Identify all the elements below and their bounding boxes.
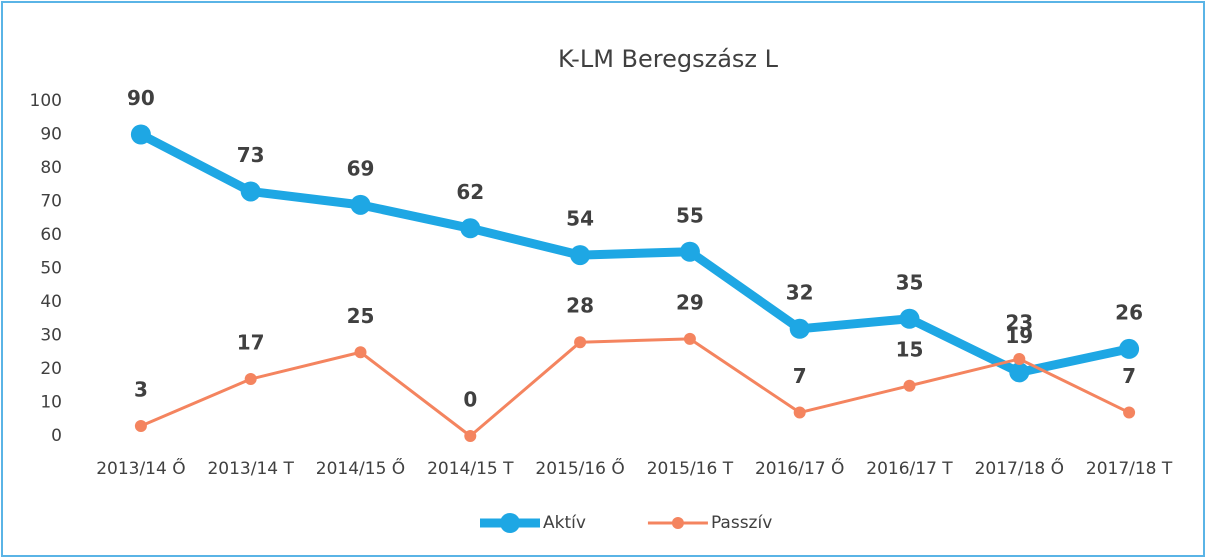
y-tick-label: 40	[40, 292, 62, 312]
y-tick-label: 50	[40, 259, 62, 279]
legend-marker	[500, 513, 520, 533]
data-label: 7	[793, 364, 807, 388]
point	[350, 194, 371, 215]
point	[1119, 338, 1140, 359]
legend-label: Passzív	[711, 513, 772, 533]
series-line	[138, 130, 1131, 377]
series-line	[140, 337, 1130, 438]
y-tick-label: 0	[51, 426, 62, 446]
point	[130, 124, 151, 145]
y-tick-label: 30	[40, 326, 62, 346]
legend-label: Aktív	[543, 513, 586, 533]
data-label: 90	[127, 86, 155, 110]
data-label: 62	[456, 180, 484, 204]
point	[793, 406, 806, 419]
point	[1013, 352, 1026, 365]
data-label: 23	[1005, 310, 1033, 334]
data-label: 15	[896, 337, 924, 361]
point	[789, 318, 810, 339]
x-tick-label: 2016/17 T	[866, 459, 953, 479]
point	[354, 346, 367, 359]
y-tick-label: 80	[40, 158, 62, 178]
data-label: 3	[134, 377, 148, 401]
x-tick-label: 2016/17 Ő	[755, 457, 844, 479]
point	[1123, 406, 1136, 419]
data-label: 73	[237, 143, 265, 167]
point	[134, 419, 147, 432]
point	[903, 379, 916, 392]
data-label: 17	[237, 331, 265, 355]
x-tick-label: 2013/14 Ő	[96, 457, 185, 479]
x-tick-label: 2014/15 Ő	[316, 457, 405, 479]
x-tick-label: 2013/14 T	[207, 459, 294, 479]
point	[683, 332, 696, 345]
data-label: 29	[676, 290, 704, 314]
point	[1009, 362, 1030, 383]
chart-title: K-LM Beregszász L	[558, 45, 779, 73]
y-tick-label: 20	[40, 359, 62, 379]
data-label: 69	[347, 156, 375, 180]
y-tick-label: 70	[40, 192, 62, 212]
y-tick-label: 90	[40, 125, 62, 145]
data-label: 32	[786, 280, 814, 304]
data-label: 19	[1005, 324, 1033, 348]
point	[899, 308, 920, 329]
data-label: 54	[566, 207, 594, 231]
x-tick-label: 2014/15 T	[427, 459, 514, 479]
data-label: 28	[566, 294, 594, 318]
point	[464, 430, 477, 442]
point	[244, 373, 257, 386]
data-label: 55	[676, 203, 704, 227]
data-label: 0	[463, 388, 477, 412]
x-tick-label: 2017/18 T	[1086, 459, 1173, 479]
point	[460, 218, 481, 239]
data-label: 26	[1115, 300, 1143, 324]
legend-marker	[671, 517, 684, 529]
data-label: 35	[896, 270, 924, 294]
y-tick-label: 10	[40, 393, 62, 413]
point	[240, 181, 261, 202]
data-label: 7	[1122, 364, 1136, 388]
point	[679, 241, 700, 262]
data-label: 25	[347, 304, 375, 328]
point	[574, 336, 587, 349]
y-tick-label: 60	[40, 225, 62, 245]
y-tick-label: 100	[30, 91, 62, 111]
point	[570, 245, 591, 266]
x-tick-label: 2015/16 Ő	[535, 457, 624, 479]
x-tick-label: 2017/18 Ő	[975, 457, 1064, 479]
x-tick-label: 2015/16 T	[647, 459, 734, 479]
